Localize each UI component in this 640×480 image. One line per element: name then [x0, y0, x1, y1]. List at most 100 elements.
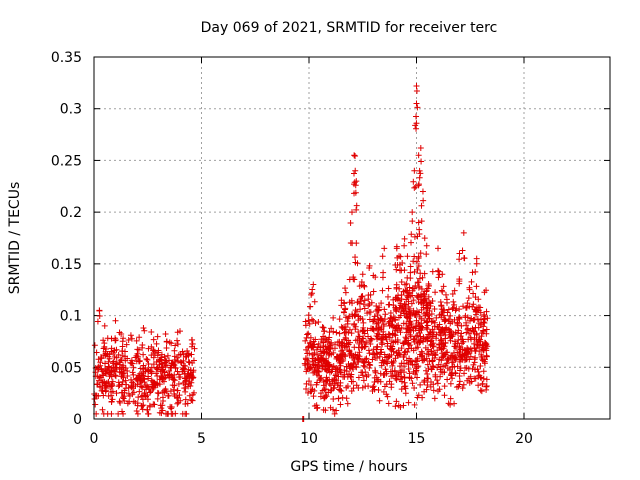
- data-point: [100, 392, 107, 399]
- data-point: [136, 358, 143, 365]
- data-point: [157, 402, 164, 409]
- data-point: [448, 372, 455, 379]
- data-point: [374, 311, 381, 318]
- data-point: [361, 340, 368, 347]
- data-point: [428, 318, 435, 325]
- data-point: [315, 319, 322, 326]
- data-point: [422, 336, 429, 343]
- data-point: [174, 387, 181, 394]
- data-point: [370, 272, 377, 279]
- data-point: [335, 395, 342, 402]
- data-point: [425, 293, 432, 300]
- data-point: [386, 331, 393, 338]
- data-point: [142, 368, 149, 375]
- data-point: [303, 346, 310, 353]
- data-point: [188, 396, 195, 403]
- data-point: [381, 306, 388, 313]
- data-point: [412, 325, 419, 332]
- data-point: [381, 383, 388, 390]
- data-point: [305, 330, 312, 337]
- data-point: [133, 337, 140, 344]
- data-point: [420, 197, 427, 204]
- data-point: [470, 290, 477, 297]
- data-point: [369, 384, 376, 391]
- data-point: [149, 381, 156, 388]
- data-point: [347, 240, 354, 247]
- data-point: [402, 334, 409, 341]
- data-point: [421, 379, 428, 386]
- data-point: [370, 288, 377, 295]
- y-axis-title: SRMTID / TECUs: [7, 182, 23, 295]
- data-point: [303, 368, 310, 375]
- data-point: [343, 395, 350, 402]
- data-point: [360, 282, 367, 289]
- data-point: [377, 370, 384, 377]
- data-point: [172, 342, 179, 349]
- data-point: [401, 305, 408, 312]
- data-point: [175, 399, 182, 406]
- data-point: [410, 297, 417, 304]
- data-point: [341, 300, 348, 307]
- data-point: [423, 324, 430, 331]
- data-point: [406, 284, 413, 291]
- data-point: [347, 365, 354, 372]
- data-point: [126, 398, 133, 405]
- data-point: [470, 316, 477, 323]
- data-point: [109, 396, 116, 403]
- data-point: [426, 307, 433, 314]
- data-point: [415, 219, 422, 226]
- data-point: [134, 402, 141, 409]
- data-point: [128, 382, 135, 389]
- data-point: [444, 309, 451, 316]
- data-point: [411, 335, 418, 342]
- data-point: [160, 397, 167, 404]
- data-point: [438, 314, 445, 321]
- data-point: [342, 289, 349, 296]
- data-point: [165, 392, 172, 399]
- data-point: [322, 364, 329, 371]
- data-point: [351, 312, 358, 319]
- data-point: [457, 333, 464, 340]
- data-point: [409, 218, 416, 225]
- data-point: [425, 346, 432, 353]
- data-point: [359, 316, 366, 323]
- data-point: [103, 367, 110, 374]
- data-point: [108, 399, 115, 406]
- data-point: [392, 338, 399, 345]
- data-point: [303, 356, 310, 363]
- data-point: [366, 350, 373, 357]
- data-point: [305, 312, 312, 319]
- data-point: [416, 167, 423, 174]
- data-point: [429, 298, 436, 305]
- data-point: [412, 312, 419, 319]
- data-point: [189, 397, 196, 404]
- data-point: [356, 337, 363, 344]
- data-point: [112, 360, 119, 367]
- data-point: [306, 320, 313, 327]
- data-point: [124, 373, 131, 380]
- data-point: [401, 242, 408, 249]
- data-point: [187, 371, 194, 378]
- data-point: [413, 113, 420, 120]
- data-point: [113, 346, 120, 353]
- data-point: [414, 394, 421, 401]
- data-point: [405, 366, 412, 373]
- data-point: [449, 375, 456, 382]
- data-point: [108, 345, 115, 352]
- data-point: [398, 378, 405, 385]
- data-point: [130, 371, 137, 378]
- data-point: [330, 328, 337, 335]
- data-point: [145, 410, 152, 417]
- data-point: [185, 380, 192, 387]
- data-point: [97, 384, 104, 391]
- data-point: [436, 386, 443, 393]
- data-point: [468, 378, 475, 385]
- data-point: [132, 354, 139, 361]
- data-point: [134, 346, 141, 353]
- x-tick-label: 0: [90, 431, 99, 447]
- data-point: [416, 275, 423, 282]
- data-point: [374, 333, 381, 340]
- data-point: [429, 333, 436, 340]
- data-point: [449, 318, 456, 325]
- data-point: [481, 311, 488, 318]
